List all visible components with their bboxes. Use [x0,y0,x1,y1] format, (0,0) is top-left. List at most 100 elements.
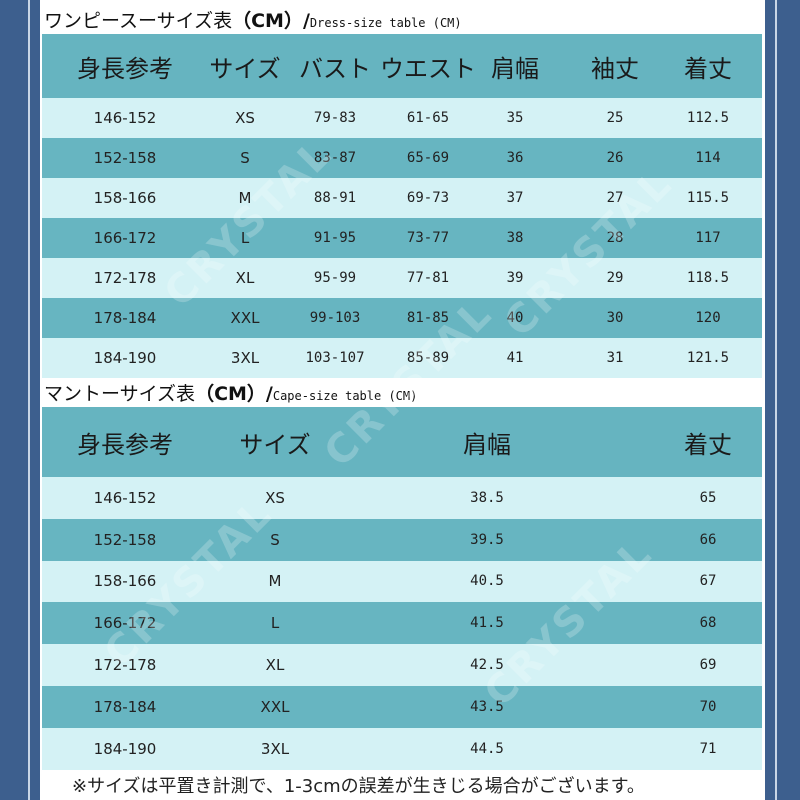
table-cell: 41.5 [470,615,504,632]
measurement-note: ※サイズは平置き計測で、1-3cmの誤差が生きじる場合がございます。 [72,776,645,797]
cape-table-title: マントーサイズ表（CM）/Cape-size table (CM) [44,379,417,406]
column-header: 着丈 [684,430,732,459]
table-cell: 40.5 [470,573,504,590]
dress-size-table: 身長参考 サイズ バスト ウエスト 肩幅 袖丈 着丈 146-152 XS 79-83 61-65 3… [42,34,762,378]
table-cell: XXL [230,309,260,327]
table-cell: 36 [506,150,524,166]
frame-line-left [28,0,30,800]
column-header: 肩幅 [491,54,539,83]
table-row: 158-166 M 88-91 69-73 37 27 115.5 [42,178,762,218]
table-cell: 41 [506,350,524,366]
table-cell: L [240,229,250,247]
title-jp: ワンピースーサイズ表 [44,10,233,32]
table-cell: 99-103 [309,310,361,326]
table-cell: M [268,572,282,591]
column-header: 身長参考 [77,430,173,459]
column-header: サイズ [209,54,281,83]
table-cell: 166-172 [93,614,157,633]
table-header: 身長参考 サイズ バスト ウエスト 肩幅 袖丈 着丈 [42,34,762,98]
dress-table-title: ワンピースーサイズ表（CM）/Dress-size table (CM) [44,6,462,33]
table-cell: 40 [506,310,524,326]
table-cell: 152-158 [93,149,157,167]
table-cell: XL [265,656,285,675]
table-cell: 61-65 [406,110,450,126]
column-header: 着丈 [684,54,732,83]
table-cell: 158-166 [93,189,157,207]
table-cell: 83-87 [313,150,357,166]
table-cell: 118.5 [686,270,730,286]
cape-size-table: 身長参考 サイズ 肩幅 着丈 146-152 XS 38.5 65 152-158 S 39.5 66… [42,407,762,770]
table-cell: 31 [606,350,624,366]
table-cell: 69 [699,657,717,674]
table-cell: XL [235,269,255,287]
table-cell: 91-95 [313,230,357,246]
column-header: 袖丈 [591,54,639,83]
table-cell: 43.5 [470,698,504,715]
table-cell: 67 [699,573,717,590]
table-cell: L [270,614,280,633]
table-cell: 178-184 [93,309,157,327]
table-cell: S [270,530,280,549]
table-cell: 152-158 [93,530,157,549]
table-cell: 172-178 [93,269,157,287]
table-cell: 65 [699,489,717,506]
table-cell: 115.5 [686,190,730,206]
table-cell: 71 [699,740,717,757]
title-jp: マントーサイズ表 [44,383,196,405]
table-row: 166-172 L 91-95 73-77 38 28 117 [42,218,762,258]
table-cell: 88-91 [313,190,357,206]
table-cell: 112.5 [686,110,730,126]
table-cell: 114 [695,150,721,166]
table-cell: 158-166 [93,572,157,591]
table-row: 146-152 XS 38.5 65 [42,477,762,519]
title-unit: （CM）/ [232,10,310,32]
table-cell: 69-73 [406,190,450,206]
table-cell: 120 [695,310,721,326]
table-cell: 166-172 [93,229,157,247]
table-header: 身長参考 サイズ 肩幅 着丈 [42,407,762,477]
table-cell: 184-190 [93,739,157,758]
table-cell: 37 [506,190,524,206]
column-header: バスト [299,54,371,83]
column-header: 身長参考 [77,54,173,83]
table-cell: XS [235,109,255,127]
table-row: 166-172 L 41.5 68 [42,602,762,645]
table-cell: 3XL [260,739,290,758]
table-cell: 42.5 [470,657,504,674]
table-cell: 30 [606,310,624,326]
table-cell: 29 [606,270,624,286]
table-row: 158-166 M 40.5 67 [42,560,762,603]
table-cell: 68 [699,615,717,632]
table-cell: M [238,189,252,207]
table-cell: 146-152 [93,488,157,507]
table-cell: 35 [506,110,524,126]
table-cell: 95-99 [313,270,357,286]
table-row: 184-190 3XL 44.5 71 [42,727,762,770]
table-cell: 81-85 [406,310,450,326]
table-row: 178-184 XXL 99-103 81-85 40 30 120 [42,298,762,338]
table-row: 152-158 S 39.5 66 [42,518,762,561]
table-cell: 39 [506,270,524,286]
table-row: 178-184 XXL 43.5 70 [42,685,762,728]
table-row: 146-152 XS 79-83 61-65 35 25 112.5 [42,98,762,138]
table-cell: 25 [606,110,624,126]
table-cell: 85-89 [406,350,450,366]
table-cell: S [240,149,250,167]
table-cell: 79-83 [313,110,357,126]
title-en: Cape-size table (CM) [272,389,418,403]
table-cell: 26 [606,150,624,166]
table-cell: 65-69 [406,150,450,166]
table-cell: 184-190 [93,349,157,367]
table-row: 152-158 S 83-87 65-69 36 26 114 [42,138,762,178]
table-cell: 39.5 [470,531,504,548]
title-en: Dress-size table (CM) [309,16,462,30]
table-cell: 44.5 [470,740,504,757]
table-cell: XS [265,488,285,507]
column-header: ウエスト [380,54,476,83]
table-cell: 70 [699,698,717,715]
table-cell: 103-107 [305,350,365,366]
frame-line-right [775,0,777,800]
table-cell: 66 [699,531,717,548]
title-unit: （CM）/ [195,383,273,405]
column-header: 肩幅 [463,430,511,459]
